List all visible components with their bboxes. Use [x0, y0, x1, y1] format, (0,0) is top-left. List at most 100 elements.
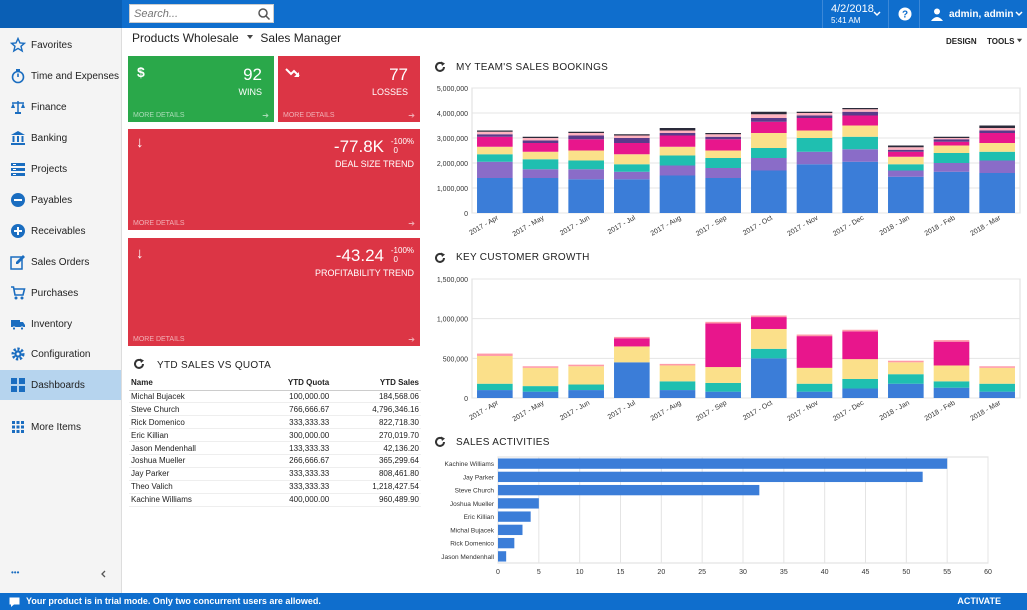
cart-icon	[11, 286, 26, 300]
logo-area	[0, 0, 122, 28]
sidebar-item-banking[interactable]: Banking	[0, 123, 121, 153]
dashboard-icon	[11, 378, 25, 392]
more-details-link[interactable]: MORE DETAILS	[133, 112, 185, 119]
bar-segment	[522, 178, 559, 213]
sidebar-item-favorites[interactable]: Favorites	[0, 30, 121, 60]
bar-segment	[888, 147, 924, 150]
refresh-icon[interactable]	[434, 436, 446, 448]
table-row[interactable]: Rick Domenico 333,333.33 822,718.30	[129, 415, 421, 430]
cell-name: Kachine Williams	[129, 493, 251, 507]
bar-segment	[659, 365, 696, 382]
sidebar-item-payables[interactable]: Payables	[0, 185, 121, 215]
col-name-header[interactable]: Name	[129, 376, 251, 391]
cell-name: Jason Mendenhall	[129, 441, 251, 455]
bar-segment	[979, 130, 1015, 133]
search-icon[interactable]	[257, 7, 271, 21]
bar-segment	[796, 334, 833, 337]
table-row[interactable]: Jay Parker 333,333.33 808,461.80	[129, 467, 421, 481]
bar-segment	[705, 323, 741, 368]
col-sales-header[interactable]: YTD Sales	[331, 376, 421, 391]
trial-banner: Your product is in trial mode. Only two …	[0, 593, 1027, 610]
losses-tile[interactable]: 77 LOSSES MORE DETAILS ➔	[278, 56, 420, 122]
bar-segment	[614, 171, 650, 180]
cell-quota: 766,666.67	[250, 402, 332, 417]
profitability-percent: -100%	[390, 246, 414, 255]
sidebar-item-time-and-expenses[interactable]: Time and Expenses	[0, 61, 121, 91]
y-tick-label: 4,000,000	[437, 111, 468, 118]
sidebar-item-finance[interactable]: Finance	[0, 92, 121, 122]
bar-segment	[933, 145, 970, 153]
x-tick-label: 25	[698, 569, 706, 576]
sidebar-item-receivables[interactable]: Receivables	[0, 216, 121, 246]
x-tick-label: 2017 - Sep	[695, 400, 728, 423]
table-row[interactable]: Theo Valich 333,333.33 1,218,427.54	[129, 480, 421, 494]
bar-segment	[888, 170, 924, 177]
caret-down-icon[interactable]	[246, 33, 254, 41]
sidebar-item-configuration[interactable]: Configuration	[0, 339, 121, 369]
sidebar-item-purchases[interactable]: Purchases	[0, 278, 121, 308]
bar-segment	[751, 158, 787, 171]
more-dots[interactable]: •••	[11, 568, 20, 577]
bar-segment	[477, 353, 513, 356]
bar-segment	[705, 134, 741, 137]
design-button[interactable]: DESIGN	[946, 37, 977, 46]
bar-segment	[659, 133, 696, 136]
bar-segment	[751, 148, 787, 158]
star-icon	[10, 37, 26, 53]
top-bar: 4/2/2018 5:41 AM ? admin, admin	[0, 0, 1027, 28]
refresh-icon[interactable]	[133, 358, 145, 370]
sidebar-item-projects[interactable]: Projects	[0, 154, 121, 184]
customer-growth-title: KEY CUSTOMER GROWTH	[456, 252, 590, 263]
bar-segment	[568, 160, 604, 170]
bar-segment	[659, 146, 696, 156]
table-row[interactable]: Eric Killian 300,000.00 270,019.70	[129, 428, 421, 443]
bar-segment	[888, 362, 924, 375]
bar-segment	[842, 115, 878, 126]
help-button[interactable]: ?	[888, 0, 920, 28]
table-row[interactable]: Jason Mendenhall 133,333.33 42,136.20	[129, 441, 421, 455]
company-selector[interactable]: Products Wholesale	[132, 31, 239, 45]
help-icon: ?	[898, 7, 912, 21]
sidebar-item-inventory[interactable]: Inventory	[0, 309, 121, 339]
bar-segment	[979, 367, 1015, 384]
user-menu[interactable]: admin, admin	[920, 0, 1027, 28]
table-row[interactable]: Kachine Williams 400,000.00 960,489.90	[129, 493, 421, 507]
refresh-icon[interactable]	[434, 252, 446, 264]
x-tick-label: 2017 - Sep	[695, 215, 728, 238]
sidebar-item-sales-orders[interactable]: Sales Orders	[0, 247, 121, 277]
bar-segment	[888, 383, 924, 398]
x-tick-label: 2018 - Jan	[879, 400, 911, 423]
tools-button[interactable]: TOOLS	[987, 37, 1023, 46]
bar-segment	[705, 382, 741, 392]
cell-sales: 184,568.06	[331, 390, 421, 404]
more-details-link[interactable]: MORE DETAILS	[283, 112, 335, 119]
y-tick-label: 500,000	[443, 356, 468, 363]
x-tick-label: 2017 - Oct	[742, 400, 774, 422]
bar-segment	[751, 133, 787, 148]
search-input[interactable]	[130, 5, 250, 22]
business-date[interactable]: 4/2/2018 5:41 AM	[822, 0, 888, 28]
bar-segment	[705, 391, 741, 398]
bar-segment	[614, 154, 650, 165]
bar-segment	[614, 362, 650, 398]
refresh-icon[interactable]	[434, 61, 446, 73]
table-row[interactable]: Steve Church 766,666.67 4,796,346.16	[129, 402, 421, 417]
search-box[interactable]	[129, 4, 274, 23]
more-details-link[interactable]: MORE DETAILS	[133, 336, 185, 343]
bar-segment	[888, 145, 924, 148]
wins-tile[interactable]: $ 92 WINS MORE DETAILS ➔	[128, 56, 274, 122]
more-details-link[interactable]: MORE DETAILS	[133, 220, 185, 227]
bar-segment	[568, 364, 604, 367]
bar-segment	[796, 391, 833, 398]
profitability-tile[interactable]: ↓ -43.24 -100% 0 PROFITABILITY TREND MOR…	[128, 238, 420, 346]
sidebar-item-dashboards[interactable]: Dashboards	[0, 370, 121, 400]
table-row[interactable]: Joshua Mueller 266,666.67 365,299.64	[129, 454, 421, 468]
collapse-sidebar-icon[interactable]	[99, 569, 109, 579]
sidebar-item-more-items[interactable]: More Items	[0, 412, 121, 442]
col-quota-header[interactable]: YTD Quota	[250, 376, 332, 391]
activate-link[interactable]: ACTIVATE	[957, 596, 1001, 606]
deal-size-tile[interactable]: ↓ -77.8K -100% 0 DEAL SIZE TREND MORE DE…	[128, 129, 420, 230]
table-row[interactable]: Michal Bujacek 100,000.00 184,568.06	[129, 390, 421, 404]
cell-quota: 333,333.33	[250, 415, 332, 430]
bookings-title: MY TEAM'S SALES BOOKINGS	[456, 62, 609, 73]
